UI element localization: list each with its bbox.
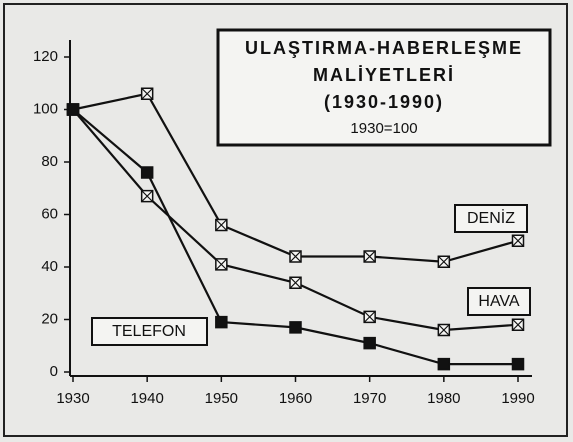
title-box xyxy=(216,28,552,147)
point-cross xyxy=(363,250,376,263)
point-cross xyxy=(215,258,228,271)
point xyxy=(66,103,80,116)
point xyxy=(437,357,451,371)
y-tick-label: 80 xyxy=(41,153,58,170)
y-tick-label: 40 xyxy=(41,258,58,275)
point xyxy=(289,321,302,334)
legend-label: DENİZ xyxy=(467,208,515,227)
point-cross xyxy=(289,250,302,263)
x-tick-label: 1940 xyxy=(130,390,163,407)
x-tick-label: 1930 xyxy=(56,390,89,407)
legend-box xyxy=(467,287,531,316)
point xyxy=(140,166,154,179)
chart-subtitle: 1930=100 xyxy=(350,120,417,137)
x-tick-label: 1980 xyxy=(427,390,460,407)
point-cross xyxy=(437,255,450,268)
point-cross xyxy=(141,87,154,100)
y-tick-label: 0 xyxy=(50,363,58,380)
point-cross xyxy=(289,276,302,289)
x-tick-label: 1970 xyxy=(353,390,386,407)
x-tick-label: 1990 xyxy=(501,390,534,407)
point-cross xyxy=(215,219,228,231)
y-tick-label: 100 xyxy=(33,100,58,117)
point-cross xyxy=(141,190,154,203)
legend-box xyxy=(91,317,208,346)
y-tick-label: 20 xyxy=(41,310,58,327)
chart-title: (1930-1990) xyxy=(324,92,444,112)
point-cross xyxy=(512,318,524,331)
y-tick-label: 120 xyxy=(33,48,58,65)
x-tick-label: 1960 xyxy=(279,390,312,407)
legend-label: TELEFON xyxy=(112,323,186,340)
x-tick-label: 1950 xyxy=(205,390,238,407)
y-tick-label: 60 xyxy=(41,205,58,222)
frame xyxy=(3,3,568,437)
point xyxy=(215,315,228,329)
point xyxy=(363,336,376,350)
point-cross xyxy=(363,310,376,323)
point-cross xyxy=(437,324,450,336)
legend-box xyxy=(454,204,528,233)
legend-label: HAVA xyxy=(478,293,520,310)
point-cross xyxy=(512,234,524,247)
chart-title: ULAŞTIRMA-HABERLEŞME xyxy=(245,38,523,58)
chart-title: MALİYETLERİ xyxy=(313,65,455,85)
point xyxy=(511,357,525,371)
